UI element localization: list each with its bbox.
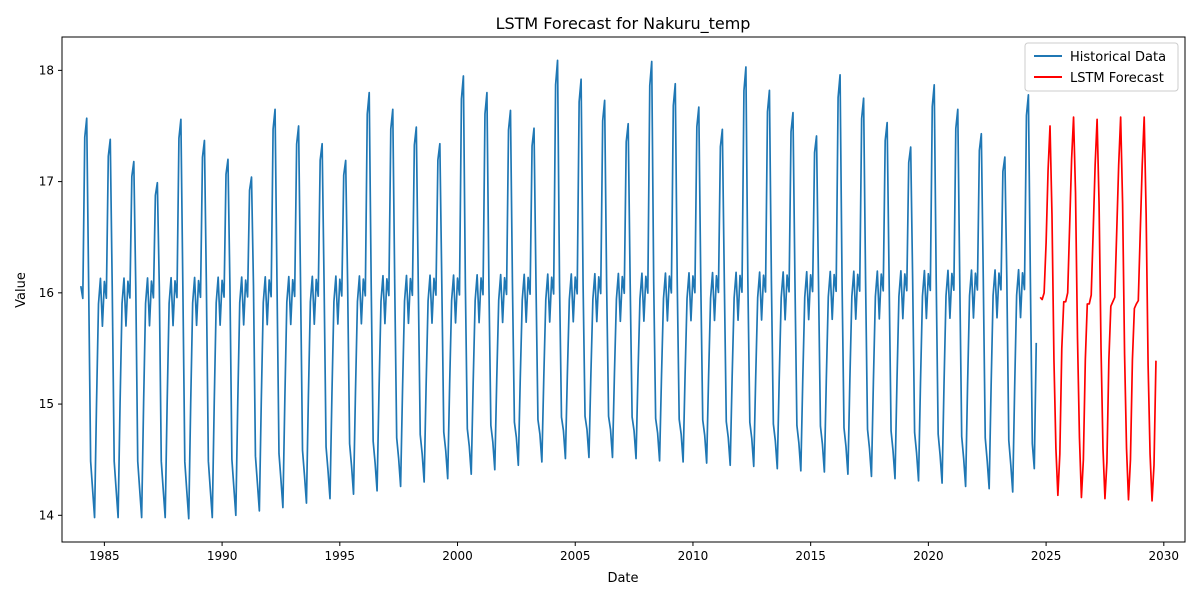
legend-label-historical-data: Historical Data xyxy=(1070,50,1166,65)
x-tick-label-2000: 2000 xyxy=(442,549,473,563)
series-layer xyxy=(79,59,1157,520)
x-tick-label-1985: 1985 xyxy=(89,549,120,563)
x-tick-label-2030: 2030 xyxy=(1149,549,1180,563)
series-line-lstm-forecast xyxy=(1039,116,1157,502)
x-tick-label-2005: 2005 xyxy=(560,549,591,563)
legend: Historical Data LSTM Forecast xyxy=(1024,42,1179,92)
x-tick-label-2020: 2020 xyxy=(913,549,944,563)
x-tick-label-2015: 2015 xyxy=(795,549,826,563)
legend-label-lstm-forecast: LSTM Forecast xyxy=(1070,71,1164,86)
series-line-historical-data xyxy=(79,59,1038,520)
x-tick-label-1995: 1995 xyxy=(325,549,356,563)
y-axis-title: Value xyxy=(14,272,29,308)
legend-box xyxy=(1024,42,1179,92)
plot-area xyxy=(61,36,1186,543)
x-axis: 1985 1990 1995 2000 2005 2010 2015 2020 2025 2030 xyxy=(89,542,1179,563)
y-tick-label-18: 18 xyxy=(39,63,54,77)
y-tick-label-14: 14 xyxy=(39,508,54,522)
axes-frame xyxy=(61,36,1186,543)
x-tick-label-1990: 1990 xyxy=(207,549,238,563)
chart-title: LSTM Forecast for Nakuru_temp xyxy=(496,14,751,34)
x-tick-label-2025: 2025 xyxy=(1031,549,1062,563)
y-tick-label-16: 16 xyxy=(39,286,54,300)
x-tick-label-2010: 2010 xyxy=(678,549,709,563)
y-tick-label-15: 15 xyxy=(39,397,54,411)
y-tick-label-17: 17 xyxy=(39,175,54,189)
x-axis-title: Date xyxy=(607,571,638,586)
y-axis: 14 15 16 17 18 xyxy=(39,63,62,522)
